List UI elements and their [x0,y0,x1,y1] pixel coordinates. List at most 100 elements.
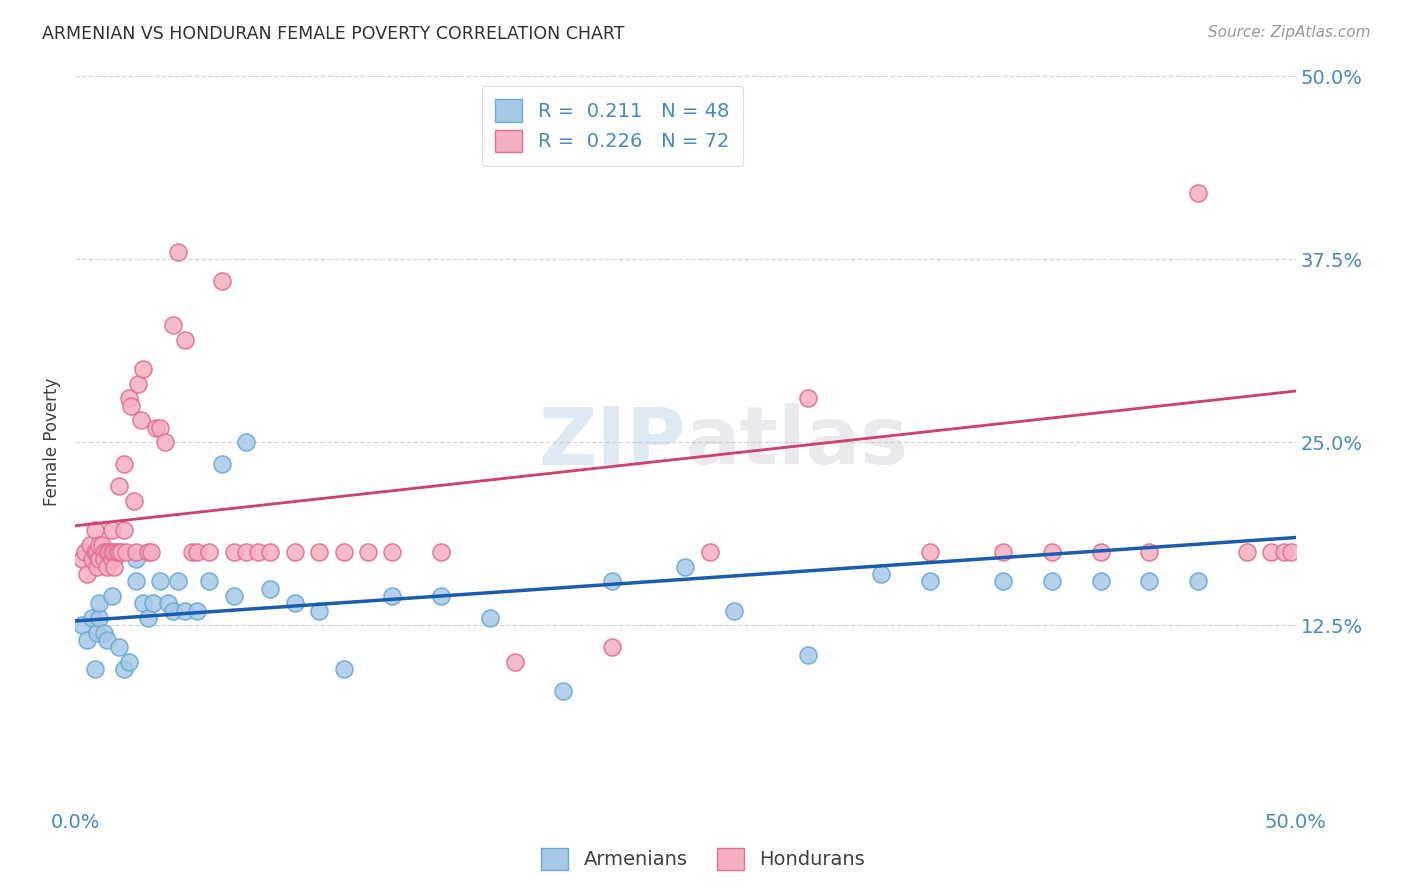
Point [1090,545,1112,559]
Text: Source: ZipAtlas.com: Source: ZipAtlas.com [1208,25,1371,40]
Point [118,392,141,406]
Point [125,574,148,589]
Point [479,611,502,625]
Point [381,545,404,559]
Point [86,545,108,559]
Point [308,545,330,559]
Point [332,545,354,559]
Point [869,567,891,582]
Point [136,611,159,625]
Point [991,545,1014,559]
Point [1272,545,1295,559]
Point [125,552,148,566]
Point [86,625,108,640]
Point [235,435,257,450]
Point [918,574,941,589]
Point [98,545,121,559]
Point [430,589,453,603]
Point [83,545,105,559]
Point [796,392,818,406]
Point [72,618,94,632]
Point [1187,574,1209,589]
Point [156,596,179,610]
Point [1236,545,1258,559]
Point [86,559,108,574]
Point [1279,545,1302,559]
Point [235,545,257,559]
Point [93,552,115,566]
Point [82,552,104,566]
Point [145,420,167,434]
Point [132,596,155,610]
Point [259,582,281,596]
Point [381,589,404,603]
Point [108,479,131,493]
Point [222,589,245,603]
Point [173,333,195,347]
Point [79,538,101,552]
Point [112,662,135,676]
Point [162,318,184,332]
Point [723,604,745,618]
Point [103,552,125,566]
Point [96,545,118,559]
Point [1090,574,1112,589]
Point [308,604,330,618]
Point [198,574,221,589]
Point [166,574,188,589]
Point [100,552,122,566]
Point [105,545,128,559]
Point [96,559,118,574]
Point [1137,545,1160,559]
Text: ARMENIAN VS HONDURAN FEMALE POVERTY CORRELATION CHART: ARMENIAN VS HONDURAN FEMALE POVERTY CORR… [42,25,624,43]
Point [90,538,112,552]
Point [136,545,159,559]
Point [600,574,623,589]
Y-axis label: Female Poverty: Female Poverty [44,378,60,507]
Point [149,420,172,434]
Point [247,545,270,559]
Point [73,545,96,559]
Point [1137,574,1160,589]
Point [76,633,98,648]
Point [332,662,354,676]
Point [100,545,122,559]
Point [128,376,150,391]
Point [259,545,281,559]
Point [181,545,204,559]
Point [211,457,233,471]
Point [89,552,111,566]
Point [120,399,142,413]
Point [125,545,148,559]
Point [122,494,145,508]
Point [89,538,111,552]
Point [103,545,125,559]
Point [699,545,721,559]
Point [93,625,115,640]
Text: ZIP: ZIP [538,403,686,482]
Point [1040,545,1063,559]
Point [108,640,131,655]
Point [93,545,115,559]
Point [100,523,122,537]
Point [149,574,172,589]
Point [1260,545,1282,559]
Point [142,596,165,610]
Point [186,545,208,559]
Legend: R =  0.211   N = 48, R =  0.226   N = 72: R = 0.211 N = 48, R = 0.226 N = 72 [481,86,742,166]
Point [991,574,1014,589]
Point [118,655,141,669]
Point [132,362,155,376]
Point [222,545,245,559]
Point [1040,574,1063,589]
Point [82,611,104,625]
Point [173,604,195,618]
Point [115,545,138,559]
Point [284,545,307,559]
Point [89,611,111,625]
Legend: Armenians, Hondurans: Armenians, Hondurans [533,839,873,878]
Point [155,435,177,450]
Point [166,244,188,259]
Point [72,552,94,566]
Point [110,545,132,559]
